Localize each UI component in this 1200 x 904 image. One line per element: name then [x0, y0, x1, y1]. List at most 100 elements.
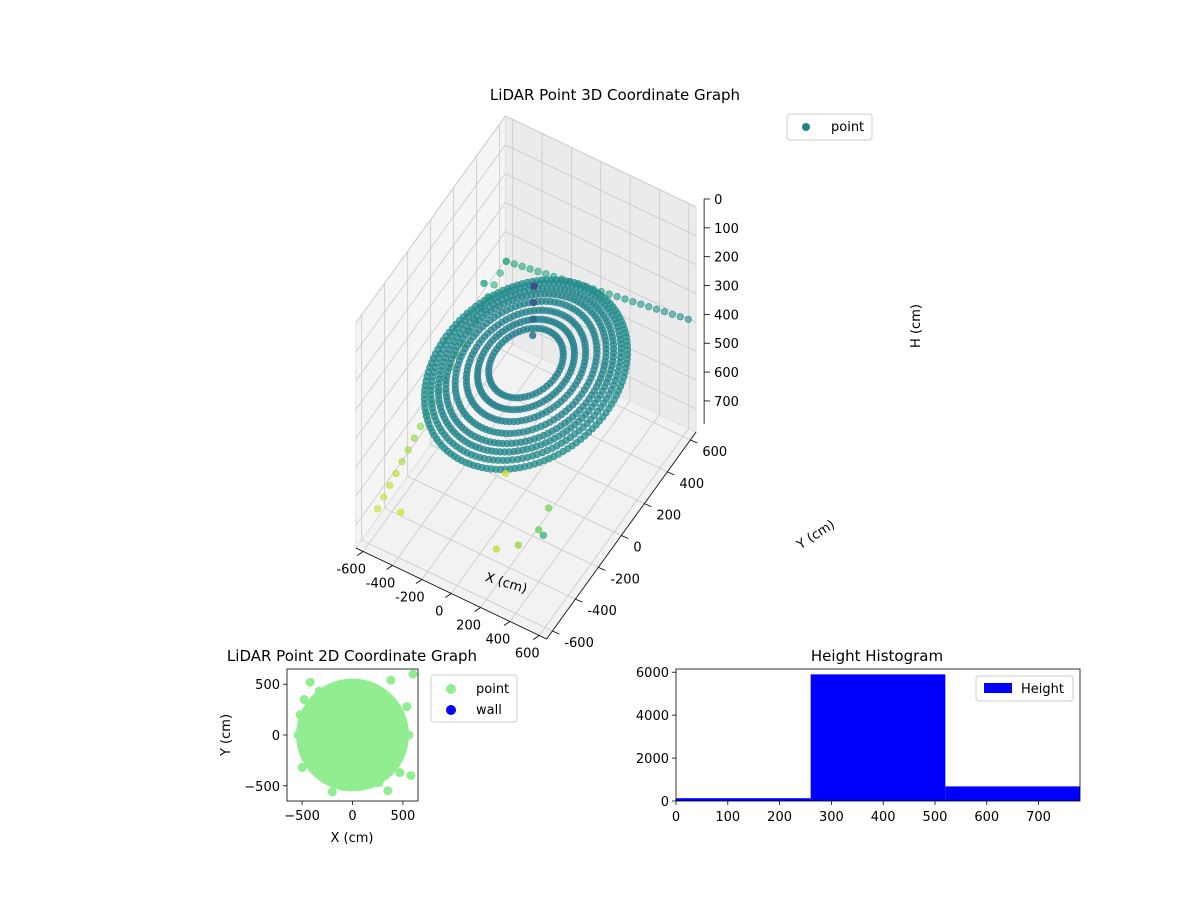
chart-2d-legend: point wall	[430, 674, 518, 723]
chart-3d-htick-label: 200	[714, 251, 739, 266]
chart-2d-point	[297, 763, 307, 772]
chart-2d-point	[395, 768, 405, 778]
chart-histogram-ytick-label: 4000	[636, 709, 669, 724]
chart-3d-point	[373, 505, 382, 513]
chart-histogram: Height Histogram 0 100 200 300 400 500 600 7000…	[636, 647, 1081, 825]
chart-3d-point	[542, 270, 550, 278]
chart-3d-point	[605, 290, 613, 298]
chart-2d-point	[374, 778, 384, 788]
chart-histogram-ticks: 0 100 200 300 400 500 600 700 0 2000 4000 6000	[636, 666, 1051, 825]
chart-histogram-title: Height Histogram	[811, 647, 943, 665]
chart-3d-ytick-mark	[621, 535, 629, 539]
chart-3d-point	[629, 298, 637, 306]
chart-3d-point	[566, 388, 574, 396]
chart-3d-xtick-label: 200	[456, 618, 481, 633]
chart-3d-ytick-mark	[690, 439, 698, 444]
chart-3d-point	[588, 403, 596, 411]
chart-3d-grid-y	[407, 251, 599, 568]
chart-3d-ytick-label: -400	[587, 604, 617, 619]
chart-3d-point	[404, 446, 412, 454]
chart-2d-point	[305, 677, 315, 687]
chart-3d-xtick-label: 600	[515, 646, 540, 661]
chart-histogram-frame	[675, 668, 1081, 802]
chart-3d-grid-x	[480, 175, 631, 608]
chart-2d-point	[408, 669, 418, 679]
chart-3d-point	[518, 262, 526, 271]
chart-3d-grid-x	[509, 189, 660, 622]
chart-3d-htick-label: 500	[714, 337, 739, 352]
chart-3d-ytick-label: 200	[656, 509, 681, 524]
chart-3d-zlabel: H (cm)	[909, 304, 924, 348]
chart-histogram-legend-box	[975, 675, 1074, 702]
chart-2d-point-cloud	[296, 678, 409, 792]
chart-2d-point	[402, 702, 412, 712]
chart-2d-point	[295, 710, 305, 720]
chart-3d-point	[529, 299, 538, 307]
chart-3d-point	[684, 315, 692, 323]
chart-3d-grid-h	[355, 173, 697, 381]
chart-3d-htick-label: 100	[714, 222, 739, 237]
chart-3d-xtick-mark	[503, 621, 511, 626]
chart-3d-xtick-label: -200	[395, 590, 425, 605]
chart-3d-xtick-mark	[415, 579, 423, 584]
chart-2d-ticks: −500 0 500 −500 0 500	[244, 678, 415, 824]
chart-histogram-xtick-label: 0	[672, 810, 680, 825]
chart-3d-xtick-mark	[386, 565, 393, 570]
chart-3d-legend-marker	[802, 123, 810, 131]
chart-2d-point	[327, 787, 337, 797]
chart-3d-legend: point	[786, 113, 873, 141]
chart-2d-point	[406, 771, 416, 781]
chart-2d-xlabel: X (cm)	[331, 831, 374, 846]
chart-3d-point	[526, 265, 534, 273]
chart-3d-point	[496, 269, 504, 277]
chart-3d-point	[549, 376, 557, 384]
chart-3d-point	[544, 504, 553, 512]
chart-3d-point	[502, 470, 510, 478]
chart-3d-point	[490, 281, 498, 289]
chart-2d-ylabel: Y (cm)	[219, 714, 234, 757]
chart-histogram-ytick-label: 0	[661, 795, 669, 810]
chart-3d-points	[373, 257, 692, 553]
chart-3d-ytick-mark	[667, 471, 675, 476]
chart-3d-point	[582, 399, 590, 407]
chart-3d-grid-x	[392, 133, 543, 566]
chart-3d-point	[558, 382, 566, 390]
chart-histogram-bar	[945, 786, 1080, 801]
chart-3d-ytick-label: -600	[564, 636, 594, 651]
chart-3d-point	[599, 413, 607, 421]
chart-2d-legend-wall-marker	[446, 705, 456, 715]
chart-3d-xtick-mark	[474, 607, 481, 612]
chart-3d-xtick-label: -400	[366, 576, 396, 591]
chart-3d-point	[514, 541, 522, 549]
chart-3d-xtick-mark	[445, 593, 452, 598]
chart-3d-ytick-label: 400	[679, 477, 704, 492]
chart-histogram-xtick-label: 300	[819, 810, 844, 825]
chart-3d-grid-y	[430, 219, 622, 536]
chart-2d-point	[383, 786, 393, 796]
chart-3d-point	[480, 279, 488, 287]
chart-2d-legend-point-label: point	[476, 682, 509, 697]
chart-3d-point	[613, 293, 621, 301]
chart-3d-ytick-mark	[598, 566, 606, 571]
chart-histogram-bars	[676, 674, 1080, 801]
chart-3d: LiDAR Point 3D Coordinate Graph -600-400…	[336, 86, 924, 661]
chart-3d-point	[386, 481, 394, 489]
chart-3d-htick-label: 400	[714, 308, 739, 323]
chart-3d-xtick-mark	[533, 635, 540, 640]
chart-3d-xtick-label: -600	[336, 562, 366, 577]
chart-3d-grid-x	[538, 203, 690, 636]
chart-histogram-bar	[676, 798, 811, 801]
chart-3d-point	[534, 267, 542, 276]
chart-2d-ytick-label: 0	[272, 729, 280, 744]
chart-3d-grid-h	[355, 202, 697, 410]
chart-2d-points	[293, 669, 418, 797]
chart-3d-xtick-label: 0	[435, 604, 443, 619]
chart-2d-xtick-label: −500	[284, 809, 320, 824]
chart-histogram-xtick-label: 500	[923, 810, 948, 825]
chart-3d-ytick-label: -200	[610, 572, 640, 587]
chart-3d-xtick-label: 400	[486, 632, 511, 647]
chart-3d-point	[529, 331, 537, 340]
chart-3d-point	[676, 313, 684, 321]
